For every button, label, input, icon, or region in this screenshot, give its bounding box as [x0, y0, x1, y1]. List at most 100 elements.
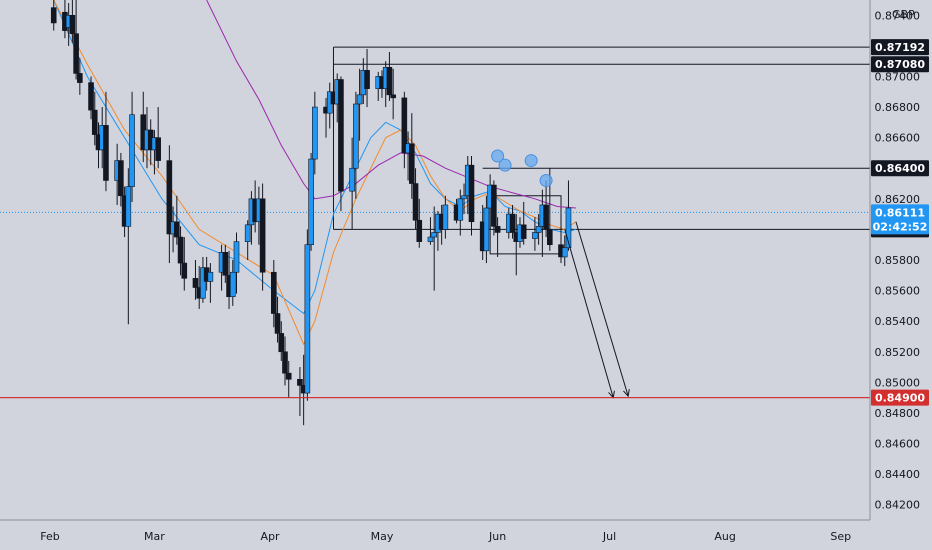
moving-average-line [206, 0, 576, 209]
candle-body [483, 207, 490, 252]
candle-body [543, 204, 549, 230]
current-price-tag [871, 204, 929, 235]
price-tag [871, 39, 929, 56]
candle-body [88, 82, 94, 111]
price-tick-label: 0.84600 [875, 438, 921, 451]
candle-body [431, 232, 437, 238]
candle-body [274, 313, 281, 334]
candle-body [412, 183, 419, 221]
candle-body [353, 103, 359, 169]
candle-body [535, 226, 542, 233]
price-tick-label: 0.85800 [875, 254, 921, 267]
candlesticks [50, 0, 572, 426]
candle-body [401, 97, 408, 154]
candle-body [494, 226, 501, 233]
candle-body [125, 186, 132, 227]
highlight-circle[interactable] [539, 173, 553, 187]
price-tag [871, 389, 929, 406]
candle-body [244, 224, 251, 242]
countdown-label: 02:42:52 [873, 220, 928, 233]
candle-body [270, 271, 277, 314]
price-tick-label: 0.84800 [875, 407, 921, 420]
candle-body [166, 160, 173, 235]
price-tick-label: 0.84200 [875, 499, 921, 512]
candle-body [349, 167, 355, 192]
candle-body [259, 198, 266, 273]
candle-body [278, 333, 285, 353]
candle-body [561, 247, 568, 258]
candle-body [491, 184, 497, 227]
candle-body [207, 271, 214, 282]
price-tick-label: 0.84400 [875, 468, 921, 481]
time-axis-ticks[interactable]: Feb Mar Apr May Jun Jul Aug Sep [40, 530, 851, 543]
highlight-circle[interactable] [524, 154, 538, 168]
candle-body [200, 267, 206, 299]
projection-arrow[interactable] [564, 229, 614, 398]
price-axis-tags: 0.871920.870800.864000.860000.849000.861… [871, 39, 929, 406]
candle-body [155, 137, 161, 161]
candle-body [532, 232, 538, 239]
candle-body [174, 221, 180, 238]
candle-body [297, 378, 303, 386]
candle-body [416, 219, 423, 242]
highlight-circle[interactable] [491, 149, 505, 163]
price-tag [871, 160, 929, 177]
price-tick-label: 0.87000 [875, 70, 921, 83]
candle-body [547, 229, 553, 246]
candle-body [308, 158, 314, 246]
price-tag-label: 0.84900 [875, 392, 925, 405]
candle-body [73, 33, 79, 74]
time-tick-label: Mar [144, 530, 165, 543]
candle-body [390, 94, 396, 99]
candle-body [520, 224, 527, 239]
candle-body [229, 271, 236, 298]
candle-body [285, 372, 292, 380]
candle-body [427, 236, 434, 242]
projection-arrow[interactable] [575, 221, 629, 397]
price-tag [871, 56, 929, 73]
candle-body [129, 114, 135, 187]
drawing-shapes [0, 149, 870, 399]
candle-body [91, 109, 98, 135]
time-tick-label: May [371, 530, 394, 543]
candle-body [103, 125, 109, 181]
time-tick-label: Jun [488, 530, 506, 543]
moving-average-line [53, 0, 577, 315]
price-tag-label: 0.87192 [875, 41, 925, 54]
price-tick-label: 0.86600 [875, 132, 921, 145]
candle-body [312, 106, 318, 160]
current-price-label: 0.86111 [875, 206, 925, 219]
candle-body [177, 236, 184, 264]
price-tag-label: 0.87080 [875, 58, 925, 71]
price-axis-ticks[interactable]: 0.87400 0.87000 0.86800 0.86600 0.86200 0.858… [875, 9, 921, 511]
time-tick-label: Sep [830, 530, 851, 543]
moving-averages [53, 0, 577, 346]
candle-body [409, 143, 415, 184]
time-tick-label: Feb [40, 530, 59, 543]
arrow-head [623, 389, 630, 398]
candle-body [77, 73, 83, 83]
candle-body [304, 244, 311, 394]
price-tick-label: 0.87400 [875, 9, 921, 22]
price-tick-label: 0.86200 [875, 193, 921, 206]
price-tick-label: 0.85400 [875, 315, 921, 328]
candle-body [386, 66, 393, 96]
candle-body [461, 195, 467, 200]
candle-body [222, 252, 229, 276]
candle-body [468, 164, 475, 223]
time-tick-label: Apr [261, 530, 281, 543]
moving-average-line [53, 0, 577, 346]
candle-body [457, 198, 464, 221]
candle-body [282, 351, 288, 374]
candle-body [233, 241, 240, 273]
candle-body [356, 94, 363, 105]
currency-label: GBP [892, 8, 915, 21]
candle-body [509, 213, 516, 233]
candle-body [118, 160, 124, 197]
highlight-circle[interactable] [498, 158, 512, 172]
candle-body [50, 7, 57, 24]
candle-body [181, 262, 188, 279]
price-tick-label: 0.85200 [875, 346, 921, 359]
